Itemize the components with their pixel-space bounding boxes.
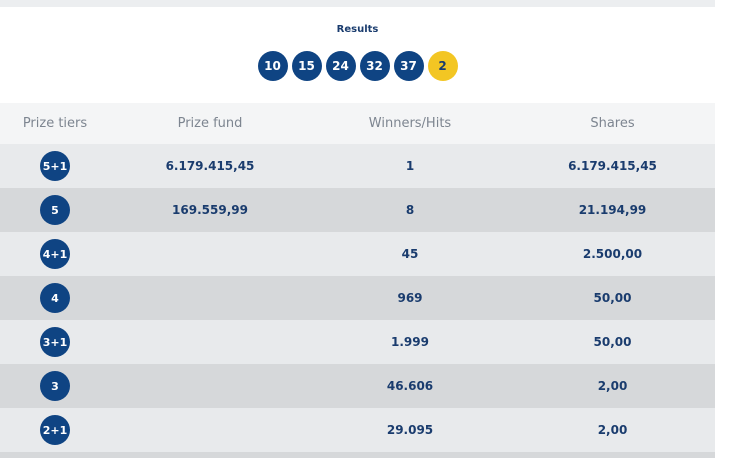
winners-cell: 29.095 [386,423,434,437]
results-page: Results 10 15 24 32 37 2 Prize tiers Pri… [0,0,715,459]
right-gutter [715,0,735,459]
number-ball: 24 [325,51,356,81]
winners-cell: 1.999 [391,335,429,349]
tier-badge: 5 [40,195,70,225]
tier-badge: 2+1 [40,415,70,445]
header-winners-hits: Winners/Hits [368,116,452,131]
table-header: Prize tiers Prize fund Winners/Hits Shar… [0,103,715,144]
drawn-numbers: 10 15 24 32 37 2 [0,51,715,81]
shares-cell: 50,00 [593,291,632,305]
top-bar [0,0,715,7]
header-shares: Shares [590,116,635,131]
winners-cell: 969 [397,291,423,305]
shares-cell: 2,00 [597,379,628,393]
number-ball: 37 [393,51,424,81]
table-row: 4 969 50,00 [0,276,715,320]
header-prize-fund: Prize fund [177,116,243,131]
prize-fund-cell: 169.559,99 [172,203,248,217]
tier-badge: 4 [40,283,70,313]
number-ball: 32 [359,51,390,81]
table-row: 5+1 6.179.415,45 1 6.179.415,45 [0,144,715,188]
bonus-ball: 2 [427,51,458,81]
table-row: 3 46.606 2,00 [0,364,715,408]
tier-badge: 5+1 [40,151,70,181]
prize-fund-cell: 6.179.415,45 [165,159,255,173]
shares-cell: 21.194,99 [578,203,647,217]
tier-badge: 3+1 [40,327,70,357]
number-ball: 10 [257,51,288,81]
prize-table: Prize tiers Prize fund Winners/Hits Shar… [0,103,715,458]
table-row: 4+1 45 2.500,00 [0,232,715,276]
winners-cell: 1 [405,159,415,173]
shares-cell: 50,00 [593,335,632,349]
winners-cell: 45 [401,247,419,261]
table-row: 2+1 29.095 2,00 [0,408,715,452]
header-prize-tiers: Prize tiers [22,116,88,131]
table-row-partial [0,452,715,458]
tier-badge: 4+1 [40,239,70,269]
tier-badge: 3 [40,371,70,401]
shares-cell: 2.500,00 [582,247,643,261]
table-row: 5 169.559,99 8 21.194,99 [0,188,715,232]
shares-cell: 2,00 [597,423,628,437]
winners-cell: 8 [405,203,415,217]
results-title: Results [336,24,379,35]
winners-cell: 46.606 [386,379,434,393]
shares-cell: 6.179.415,45 [568,159,657,173]
number-ball: 15 [291,51,322,81]
table-row: 3+1 1.999 50,00 [0,320,715,364]
